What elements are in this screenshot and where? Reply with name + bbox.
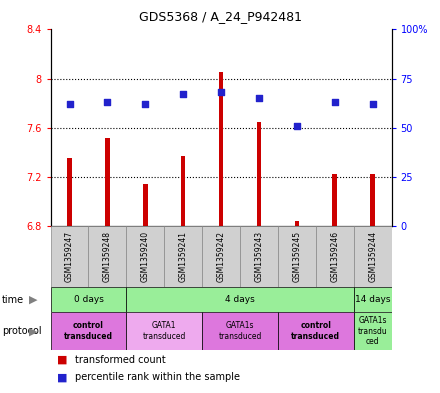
Text: ■: ■	[57, 354, 68, 365]
Bar	[88, 226, 126, 287]
Text: 14 days: 14 days	[355, 295, 390, 304]
Bar	[219, 72, 224, 226]
Bar	[181, 156, 186, 226]
Text: GSM1359248: GSM1359248	[103, 231, 112, 282]
Point	[293, 123, 301, 129]
Text: control
transduced: control transduced	[291, 321, 340, 341]
Text: 4 days: 4 days	[225, 295, 255, 304]
Bar	[51, 287, 126, 312]
Text: control
transduced: control transduced	[64, 321, 113, 341]
Bar	[278, 226, 316, 287]
Bar	[257, 121, 261, 226]
Text: GATA1s
transduced: GATA1s transduced	[218, 321, 262, 341]
Text: 0 days: 0 days	[73, 295, 103, 304]
Text: GSM1359241: GSM1359241	[179, 231, 188, 282]
Text: GDS5368 / A_24_P942481: GDS5368 / A_24_P942481	[139, 10, 301, 23]
Text: ▶: ▶	[29, 326, 37, 336]
Bar	[51, 226, 88, 287]
Bar	[295, 221, 299, 226]
Bar	[354, 287, 392, 312]
Bar	[240, 226, 278, 287]
Bar	[316, 226, 354, 287]
Point	[218, 89, 225, 95]
Point	[331, 99, 338, 105]
Bar	[126, 287, 354, 312]
Text: GSM1359244: GSM1359244	[368, 231, 377, 282]
Bar	[126, 226, 164, 287]
Text: GSM1359246: GSM1359246	[330, 231, 339, 282]
Text: GSM1359243: GSM1359243	[254, 231, 264, 282]
Bar	[202, 226, 240, 287]
Text: transformed count: transformed count	[75, 354, 165, 365]
Text: GSM1359240: GSM1359240	[141, 231, 150, 282]
Bar	[354, 312, 392, 350]
Text: time: time	[2, 295, 24, 305]
Text: GATA1s
transdu
ced: GATA1s transdu ced	[358, 316, 388, 346]
Bar	[126, 312, 202, 350]
Bar	[51, 312, 126, 350]
Point	[104, 99, 111, 105]
Bar	[67, 158, 72, 226]
Text: protocol: protocol	[2, 326, 42, 336]
Bar	[278, 312, 354, 350]
Text: percentile rank within the sample: percentile rank within the sample	[75, 372, 240, 382]
Text: GSM1359247: GSM1359247	[65, 231, 74, 282]
Bar	[143, 184, 147, 226]
Bar	[333, 174, 337, 226]
Text: ■: ■	[57, 372, 68, 382]
Bar	[164, 226, 202, 287]
Text: GSM1359245: GSM1359245	[292, 231, 301, 282]
Bar	[105, 138, 110, 226]
Point	[256, 95, 263, 101]
Point	[66, 101, 73, 107]
Text: GATA1
transduced: GATA1 transduced	[143, 321, 186, 341]
Bar	[202, 312, 278, 350]
Point	[369, 101, 376, 107]
Text: GSM1359242: GSM1359242	[216, 231, 226, 282]
Bar	[370, 174, 375, 226]
Text: ▶: ▶	[29, 295, 37, 305]
Point	[142, 101, 149, 107]
Bar	[354, 226, 392, 287]
Point	[180, 91, 187, 97]
